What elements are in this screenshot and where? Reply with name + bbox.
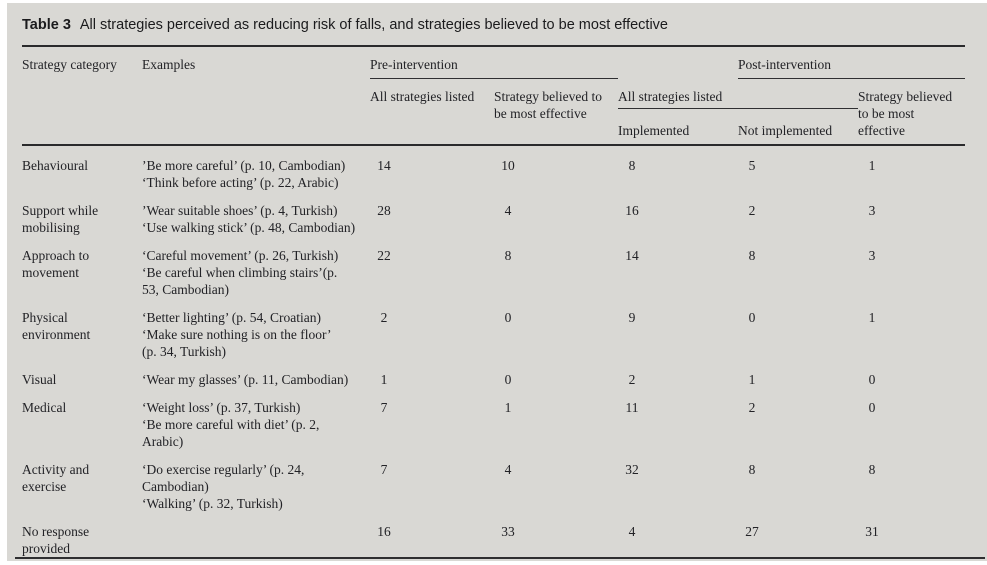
cell-examples: ’Wear suitable shoes’ (p. 4, Turkish) ‘U…: [142, 203, 356, 235]
cell-category: Approach to movement: [22, 248, 90, 280]
cell-examples: ‘Weight loss’ (p. 37, Turkish) ‘Be more …: [142, 400, 320, 449]
cell-examples: ’Be more careful’ (p. 10, Cambodian) ‘Th…: [142, 158, 346, 190]
cell-pre-all: 14: [377, 158, 391, 173]
cell-post-not-implemented: 8: [748, 248, 756, 263]
cell-category: Support while mobilising: [22, 203, 99, 235]
col-header-implemented: Implemented: [618, 108, 739, 146]
cell-post-effective: 0: [868, 400, 876, 415]
cell-pre-effective: 10: [501, 158, 515, 173]
header-row-implementation: Implemented Not implemented: [22, 108, 965, 146]
cell-pre-effective: 33: [501, 524, 515, 539]
col-header-pre-most-effective: Strategy believed to be most effective: [494, 78, 619, 146]
data-table: Strategy category Examples Pre-intervent…: [22, 45, 966, 557]
col-header-examples: Examples: [142, 45, 370, 146]
cell-post-effective: 0: [868, 372, 876, 387]
cell-category: Medical: [22, 400, 67, 415]
cell-pre-all: 1: [380, 372, 388, 387]
cell-pre-effective: 0: [504, 372, 512, 387]
col-header-not-implemented: Not implemented: [738, 108, 859, 146]
cell-pre-all: 7: [380, 462, 388, 477]
cell-category: Physical environment: [22, 310, 91, 342]
cell-pre-effective: 0: [504, 310, 512, 325]
table-body: Behavioural ’Be more careful’ (p. 10, Ca…: [22, 145, 965, 557]
table-caption: Table 3 All strategies perceived as reduc…: [22, 17, 668, 33]
cell-post-not-implemented: 2: [748, 400, 756, 415]
cell-post-effective: 1: [868, 158, 876, 173]
cell-examples: ‘Careful movement’ (p. 26, Turkish) ‘Be …: [142, 248, 339, 297]
table-header: Strategy category Examples Pre-intervent…: [22, 45, 966, 146]
table-row-approach-to-movement: Approach to movement ‘Careful movement’ …: [22, 236, 965, 298]
cell-pre-all: 28: [377, 203, 391, 218]
table-bottom-rule: [15, 557, 985, 559]
col-group-post-intervention: Post-intervention: [738, 45, 966, 79]
cell-category: No response provided: [22, 524, 90, 556]
cell-post-effective: 31: [865, 524, 879, 539]
cell-post-not-implemented: 2: [748, 203, 756, 218]
cell-pre-effective: 4: [504, 462, 512, 477]
cell-post-implemented: 14: [625, 248, 639, 263]
cell-examples: ‘Better lighting’ (p. 54, Croatian) ‘Mak…: [142, 310, 332, 359]
cell-post-not-implemented: 0: [748, 310, 756, 325]
cell-examples: ‘Do exercise regularly’ (p. 24, Cambodia…: [142, 462, 305, 511]
cell-pre-all: 16: [377, 524, 391, 539]
table-row-support-while-mobilising: Support while mobilising ’Wear suitable …: [22, 191, 965, 236]
table-row-behavioural: Behavioural ’Be more careful’ (p. 10, Ca…: [22, 145, 965, 191]
table-row-medical: Medical ‘Weight loss’ (p. 37, Turkish) ‘…: [22, 388, 965, 450]
page-background-panel: Table 3 All strategies perceived as reduc…: [7, 3, 987, 561]
cell-pre-all: 2: [380, 310, 388, 325]
col-group-pre-intervention: Pre-intervention: [370, 45, 619, 79]
table-number: Table 3: [22, 17, 71, 33]
table-title-text: All strategies perceived as reducing ris…: [79, 17, 668, 33]
cell-post-not-implemented: 27: [745, 524, 759, 539]
cell-pre-effective: 4: [504, 203, 512, 218]
table-row-no-response: No response provided 16 33 4 27 31: [22, 512, 965, 557]
table-row-activity-and-exercise: Activity and exercise ‘Do exercise regul…: [22, 450, 965, 512]
cell-post-implemented: 9: [628, 310, 636, 325]
header-row-groups: Strategy category Examples Pre-intervent…: [22, 45, 966, 146]
cell-post-implemented: 11: [625, 400, 639, 415]
col-header-post-most-effective: Strategy believed to be most effective: [858, 78, 966, 146]
col-header-strategy-category: Strategy category: [22, 45, 142, 146]
cell-examples: ‘Wear my glasses’ (p. 11, Cambodian): [142, 372, 349, 387]
cell-post-implemented: 32: [625, 462, 639, 477]
col-group-post-all-strategies: All strategies listed: [618, 78, 859, 109]
cell-category: Activity and exercise: [22, 462, 90, 494]
cell-post-implemented: 2: [628, 372, 636, 387]
cell-post-not-implemented: 5: [748, 158, 756, 173]
cell-pre-all: 22: [377, 248, 391, 263]
header-spacer-cell: [618, 45, 739, 78]
cell-examples: [142, 512, 370, 557]
cell-post-implemented: 4: [628, 524, 636, 539]
cell-post-implemented: 16: [625, 203, 639, 218]
cell-pre-effective: 1: [504, 400, 512, 415]
cell-pre-all: 7: [380, 400, 388, 415]
cell-post-implemented: 8: [628, 158, 636, 173]
cell-post-not-implemented: 1: [748, 372, 756, 387]
table-row-visual: Visual ‘Wear my glasses’ (p. 11, Cambodi…: [22, 360, 965, 388]
cell-post-effective: 3: [868, 248, 876, 263]
cell-pre-effective: 8: [504, 248, 512, 263]
col-header-pre-all-strategies: All strategies listed: [370, 78, 494, 146]
table-row-physical-environment: Physical environment ‘Better lighting’ (…: [22, 298, 965, 360]
cell-category: Visual: [22, 372, 57, 387]
cell-post-effective: 3: [868, 203, 876, 218]
cell-post-effective: 8: [868, 462, 876, 477]
cell-category: Behavioural: [22, 158, 88, 173]
cell-post-effective: 1: [868, 310, 876, 325]
cell-post-not-implemented: 8: [748, 462, 756, 477]
header-row-subgroups: All strategies listed Strategy believed …: [22, 78, 966, 146]
